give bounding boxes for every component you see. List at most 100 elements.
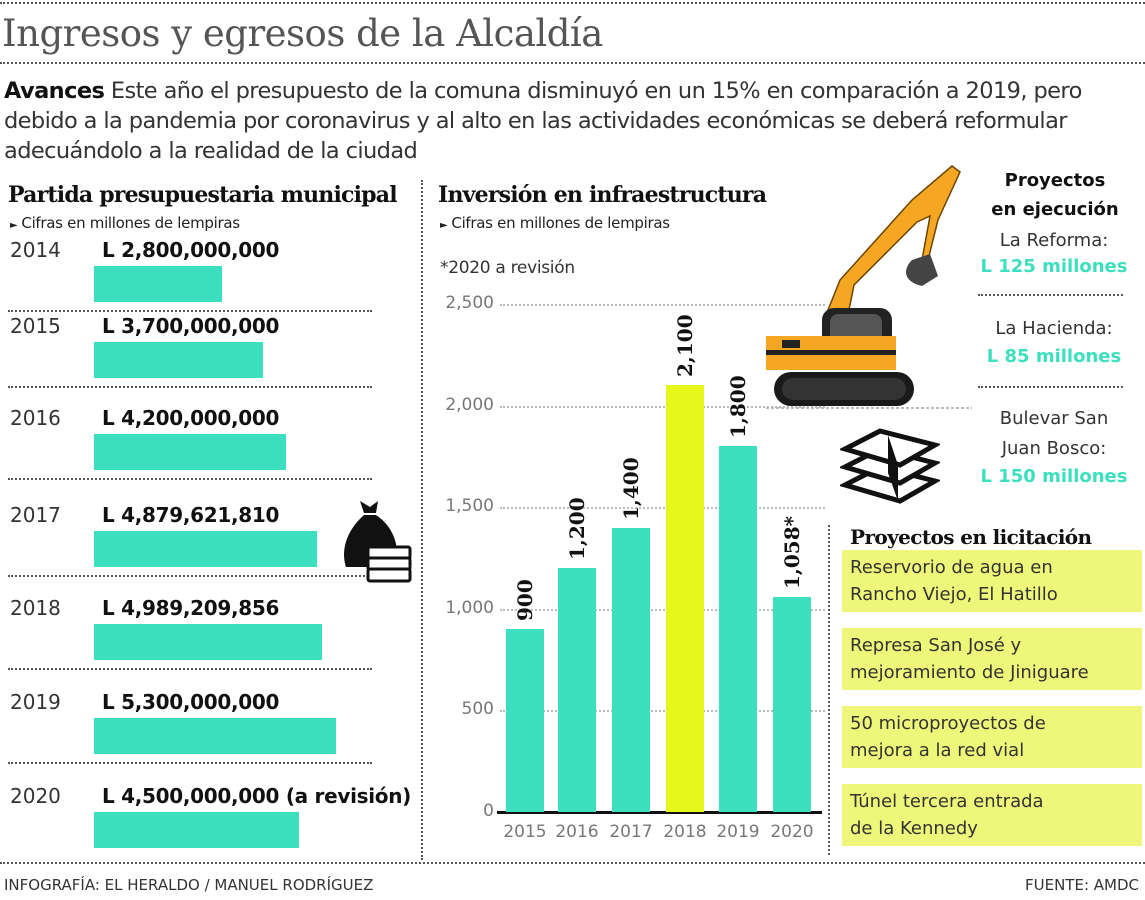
x-tick-label: 2017 [609,822,653,842]
budget-subtitle: ► Cifras en millones de lempiras [10,214,240,232]
execution-title: Proyectos en ejecución [991,170,1119,220]
triangle-icon: ► [440,220,448,231]
left-divider [421,180,423,860]
budget-bar [94,434,286,470]
page-title: Ingresos y egresos de la Alcaldía [2,12,603,55]
project-amount: L 85 millones [986,346,1122,367]
budget-amount: L 4,879,621,810 [102,503,280,527]
row-divider [8,386,372,388]
project-name: La Hacienda: [995,318,1113,339]
tender-item-text: de la Kennedy [850,818,978,839]
bar-value-label: 1,400 [619,456,643,520]
x-tick-label: 2019 [716,822,760,842]
tender-item-text: Rancho Viejo, El Hatillo [850,584,1058,605]
budget-bar [94,266,222,302]
budget-year: 2018 [10,596,61,620]
tender-item-text: mejora a la red vial [850,740,1025,761]
budget-bar [94,342,263,378]
bar-value-label: 2,100 [673,314,697,378]
x-tick-label: 2015 [503,822,547,842]
investment-bar [773,597,811,812]
tender-item-text: Represa San José y [850,635,1022,656]
budget-amount: L 4,200,000,000 [102,406,280,430]
money-bag-icon [344,501,412,583]
project-divider [978,386,1123,388]
tender-title: Proyectos en licitación [850,525,1092,549]
budget-year: 2014 [10,238,61,262]
bar-value-label: 1,058* [780,515,804,589]
tender-item-text: Reservorio de agua en [850,557,1053,578]
budget-bar [94,531,317,567]
x-axis [497,811,822,814]
budget-bar [94,718,336,754]
row-divider [8,478,372,480]
y-tick-label: 2,000 [445,394,494,415]
project-name: La Reforma: [999,230,1109,251]
intro-paragraph: Avances Este año el presupuesto de la co… [4,76,1144,166]
tender-item-text: Túnel tercera entrada [850,791,1044,812]
budget-title: Partida presupuestaria municipal [8,182,398,208]
tender-item: Túnel tercera entrada de la Kennedy [842,784,1142,846]
project-name: Bulevar San Juan Bosco: [999,408,1109,459]
y-tick-label: 500 [461,699,494,720]
budget-bar [94,812,299,848]
project-amount: L 125 millones [980,256,1128,277]
row-divider [8,310,372,312]
gridline [500,608,825,611]
project-amount: L 150 millones [980,466,1128,487]
bar-value-label: 1,200 [565,497,589,561]
investment-bar [506,629,544,812]
investment-subtitle: ► Cifras en millones de lempiras [440,214,670,232]
y-tick-label: 2,500 [445,293,494,313]
investment-bar [612,527,650,812]
y-tick-label: 1,500 [445,496,494,517]
investment-title: Inversión en infraestructura [438,182,767,208]
budget-bar [94,624,322,660]
investment-note: *2020 a revisión [440,258,575,278]
x-tick-label: 2016 [555,822,599,842]
budget-year: 2017 [10,503,61,527]
chart-right-divider [828,525,830,855]
row-divider [8,668,372,670]
y-tick-label: 0 [483,801,494,821]
footer-rule [0,862,1145,864]
credit: INFOGRAFÍA: EL HERALDO / MANUEL RODRÍGUE… [4,876,374,894]
gridline [500,405,825,408]
budget-year: 2020 [10,784,61,808]
triangle-icon: ► [10,220,18,231]
budget-amount: L 2,800,000,000 [102,238,280,262]
tender-item: Reservorio de agua en Rancho Viejo, El Ha… [842,550,1142,612]
y-tick-label: 1,000 [445,597,494,618]
bar-value-label: 1,800 [726,375,750,439]
title-rule [0,62,1145,64]
tender-item-text: 50 microproyectos de [850,713,1046,734]
intro-lead: Avances [4,78,105,104]
investment-bar [558,568,596,812]
gridline [500,304,825,306]
investment-bar [666,385,704,812]
budget-year: 2019 [10,690,61,714]
row-divider [8,575,372,577]
budget-amount: L 4,500,000,000 (a revisión) [102,784,412,808]
tender-item-text: mejoramiento de Jiniguare [850,662,1089,683]
top-rule [0,2,1145,4]
source: FUENTE: AMDC [1025,876,1139,894]
budget-year: 2015 [10,314,61,338]
tender-item: Represa San José y mejoramiento de Jinigu… [842,628,1142,690]
x-tick-label: 2020 [770,822,814,842]
budget-amount: L 4,989,209,856 [102,596,280,620]
x-tick-label: 2018 [663,822,707,842]
budget-year: 2016 [10,406,61,430]
row-divider [8,762,372,764]
tender-item: 50 microproyectos de mejora a la red vial [842,706,1142,768]
gridline [500,507,825,510]
excavator-icon [766,165,972,409]
bar-value-label: 900 [513,579,537,622]
gridline [500,710,825,713]
project-divider [978,294,1123,296]
cash-stack-icon [840,428,940,504]
investment-bar [719,446,757,812]
budget-amount: L 3,700,000,000 [102,314,280,338]
budget-amount: L 5,300,000,000 [102,690,280,714]
intro-text: Este año el presupuesto de la comuna dis… [4,78,1082,164]
